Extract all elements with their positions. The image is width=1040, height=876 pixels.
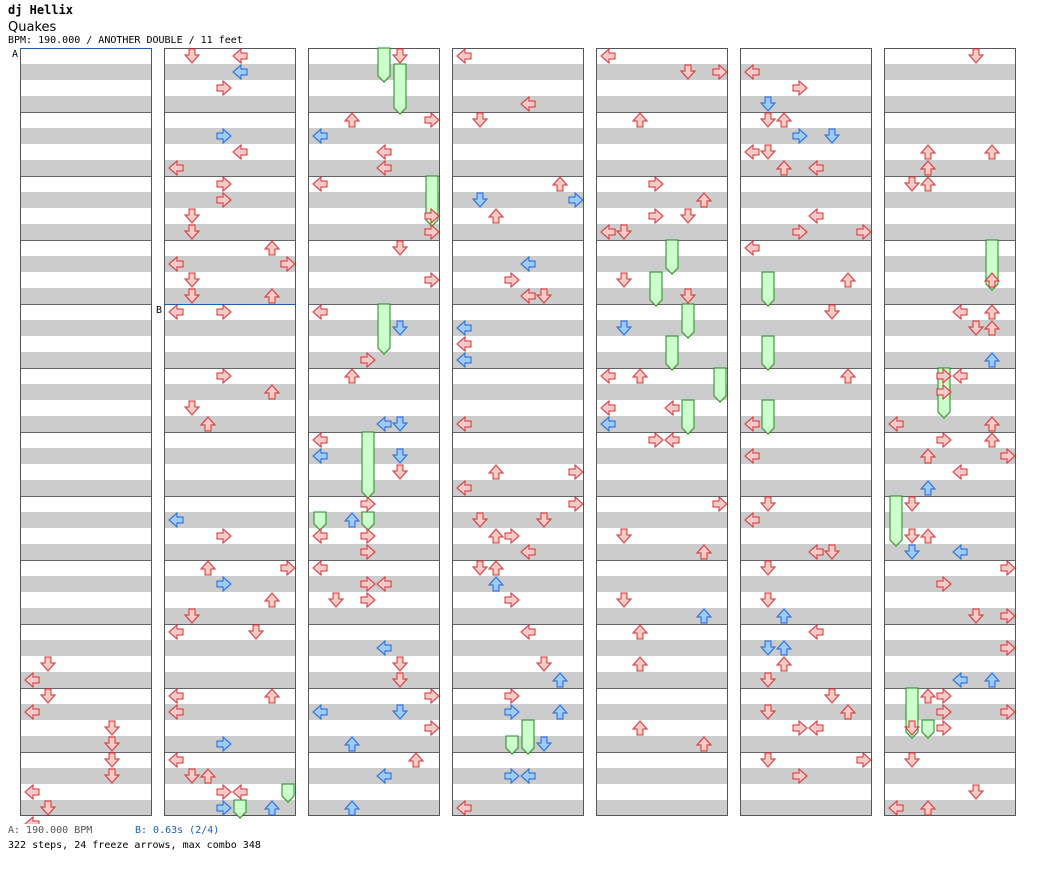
freeze-arrow [361, 431, 375, 499]
freeze-arrow [665, 335, 679, 371]
measure-col-1 [20, 48, 152, 816]
freeze-arrow [681, 399, 695, 435]
section-marker-B: B [156, 305, 162, 316]
measure-col-6 [740, 48, 872, 816]
measure-col-2 [164, 48, 296, 816]
freeze-arrow [377, 303, 391, 355]
freeze-arrow [505, 735, 519, 755]
artist-name: dj Hellix [8, 3, 74, 17]
freeze-arrow [921, 719, 935, 739]
freeze-arrow [521, 719, 535, 755]
chart-meta: BPM: 190.000 / ANOTHER DOUBLE / 11 feet [8, 35, 243, 46]
freeze-arrow [889, 495, 903, 547]
section-marker-A: A [12, 49, 18, 60]
measure-col-7 [884, 48, 1016, 816]
freeze-arrow [681, 303, 695, 339]
freeze-arrow [313, 511, 327, 531]
freeze-arrow [761, 399, 775, 435]
step-chart: AB [12, 47, 1016, 824]
measure-col-4 [452, 48, 584, 816]
freeze-arrow [665, 239, 679, 275]
chart-stats: 322 steps, 24 freeze arrows, max combo 3… [8, 840, 261, 851]
stop-info: B: 0.63s (2/4) [135, 825, 220, 836]
freeze-arrow [649, 271, 663, 307]
freeze-arrow [761, 335, 775, 371]
freeze-arrow [233, 799, 247, 819]
bpm-info: A: 190.000 BPM [8, 825, 93, 836]
freeze-arrow [361, 511, 375, 531]
freeze-arrow [281, 783, 295, 803]
measure-col-5 [596, 48, 728, 816]
step-arrow [24, 816, 40, 824]
freeze-arrow [377, 47, 391, 83]
freeze-arrow [761, 271, 775, 307]
freeze-arrow [393, 63, 407, 115]
freeze-arrow [713, 367, 727, 403]
song-title: Quakes [8, 20, 57, 35]
